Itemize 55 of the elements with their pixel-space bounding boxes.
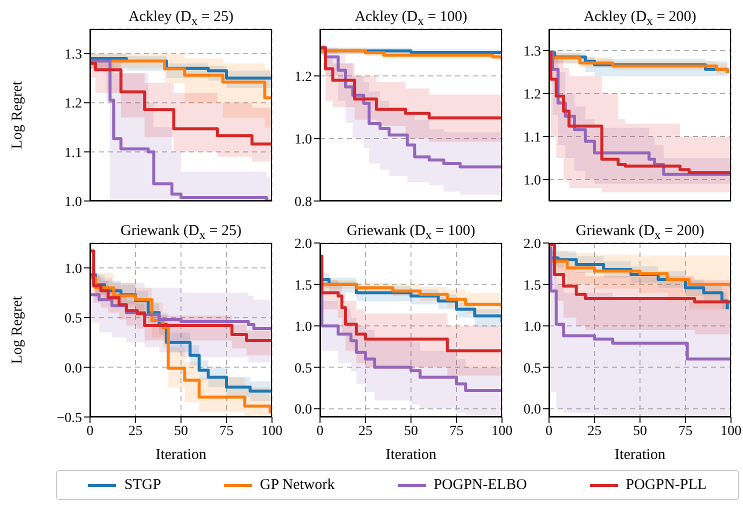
y-tick-label: 1.5 [524,278,541,294]
y-tick-label: 2.0 [524,236,541,252]
y-tick-label: 1.0 [294,132,312,148]
chart-title: Griewank (D$_{x}$ = 100) [346,222,476,244]
y-tick-label: 2.0 [294,236,312,252]
y-tick-label: 1.5 [294,278,312,294]
x-tick-label: 100 [720,424,742,439]
legend-label: STGP [124,476,162,494]
x-tick-label: 75 [678,424,692,439]
x-tick-label: 0 [546,424,552,439]
y-tick-label: 1.0 [64,194,82,210]
y-axis-title: Log Regret [9,295,26,364]
chart-title: Ackley (D$_{x}$ = 200) [582,8,698,30]
x-tick-label: 25 [588,424,602,439]
x-tick-label: 50 [633,424,647,439]
x-tick-label: 0 [316,424,324,439]
x-axis-title: Iteration [386,447,437,463]
y-tick-label: 1.0 [524,320,541,335]
y-tick-label: 1.0 [294,320,312,335]
y-tick-label: 1.0 [524,173,541,188]
y-tick-label: 0.0 [64,361,82,376]
x-tick-label: 75 [450,424,464,439]
y-tick-label: 0.8 [294,194,312,210]
x-tick-label: 100 [492,424,512,439]
y-tick-label: 1.0 [64,262,82,277]
y-tick-label: 0.0 [524,402,541,418]
x-axis-title: Iteration [156,447,207,463]
y-axis-title: Log Regret [9,80,26,149]
x-tick-label: 75 [220,424,234,439]
chart-title: Ackley (D$_{x}$ = 100) [354,8,468,30]
x-tick-label: 25 [358,424,372,439]
y-tick-label: 1.3 [64,48,82,63]
y-tick-label: 1.1 [64,146,82,161]
x-tick-label: 25 [128,424,142,439]
y-tick-label: 1.1 [524,130,541,146]
y-tick-label: 1.2 [524,87,541,102]
y-tick-label: 1.2 [64,96,82,112]
x-tick-label: 100 [262,424,282,439]
chart-title: Ackley (D$_{x}$ = 25) [127,8,235,30]
legend-label: GP Network [260,476,335,494]
x-tick-label: 0 [86,424,94,439]
chart-title: Griewank (D$_{x}$ = 25) [120,222,242,244]
x-tick-label: 50 [404,424,418,439]
y-tick-label: 0.5 [524,361,541,376]
y-tick-label: 1.3 [524,44,541,60]
y-tick-label: −0.5 [56,410,82,426]
y-tick-label: 0.5 [294,361,312,376]
chart-title: Griewank (D$_{x}$ = 200) [574,222,706,244]
y-tick-label: 0.0 [294,402,312,418]
y-tick-label: 0.5 [64,312,82,327]
legend-label: POGPN-ELBO [434,476,527,494]
legend-label: POGPN-PLL [626,476,707,494]
y-tick-label: 1.2 [294,70,312,85]
x-tick-label: 50 [174,424,188,439]
x-axis-title: Iteration [614,447,666,463]
